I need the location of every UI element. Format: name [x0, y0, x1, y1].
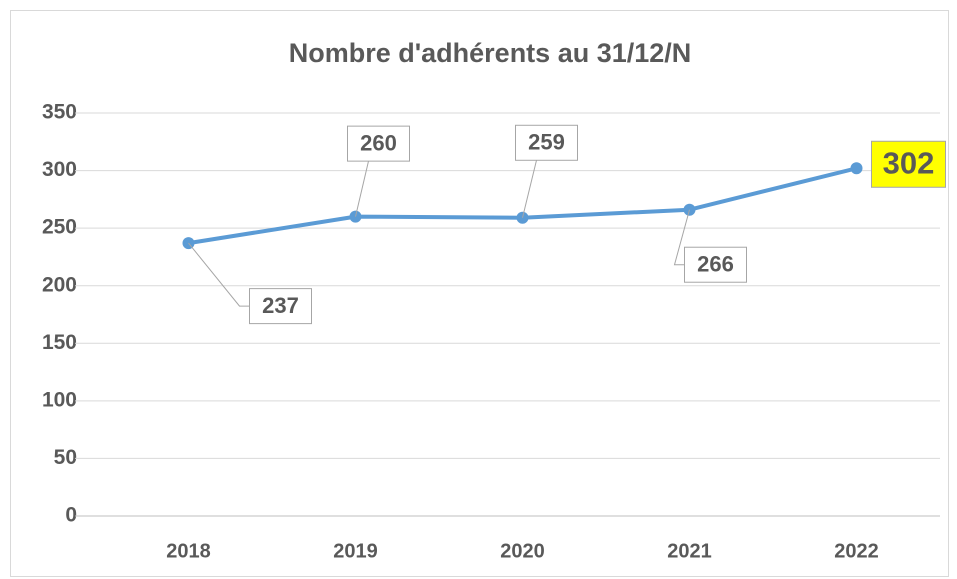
y-tick-label: 150	[42, 331, 77, 354]
point	[850, 162, 863, 175]
y-tick-label: 350	[42, 101, 77, 124]
data-label-box	[515, 124, 578, 161]
y-tick-label: 200	[42, 273, 77, 296]
chart-title: Nombre d'adhérents au 31/12/N	[289, 38, 692, 68]
chart-border	[10, 10, 949, 577]
x-tick-label: 2018	[166, 540, 211, 562]
leader-line	[673, 209, 690, 266]
y-tick-label: 0	[65, 504, 77, 527]
data-label: 302	[883, 145, 935, 180]
data-label-box	[871, 140, 946, 188]
y-tick-label: 50	[54, 446, 77, 469]
data-label: 266	[697, 252, 734, 277]
leader-line	[188, 242, 250, 307]
leader-line	[522, 160, 537, 218]
data-label-box	[249, 288, 312, 325]
leader-line	[355, 161, 369, 217]
data-label: 259	[528, 130, 565, 155]
y-tick-label: 100	[42, 388, 77, 411]
x-tick-label: 2019	[333, 540, 378, 562]
y-tick-label: 250	[42, 216, 77, 239]
x-tick-label: 2020	[500, 540, 545, 562]
y-tick-label: 300	[42, 158, 77, 181]
data-label: 260	[360, 130, 397, 155]
data-label: 237	[262, 293, 299, 318]
data-label-box	[684, 246, 747, 283]
x-tick-label: 2022	[834, 540, 879, 562]
data-label-box	[347, 125, 410, 162]
x-tick-label: 2021	[667, 540, 712, 562]
